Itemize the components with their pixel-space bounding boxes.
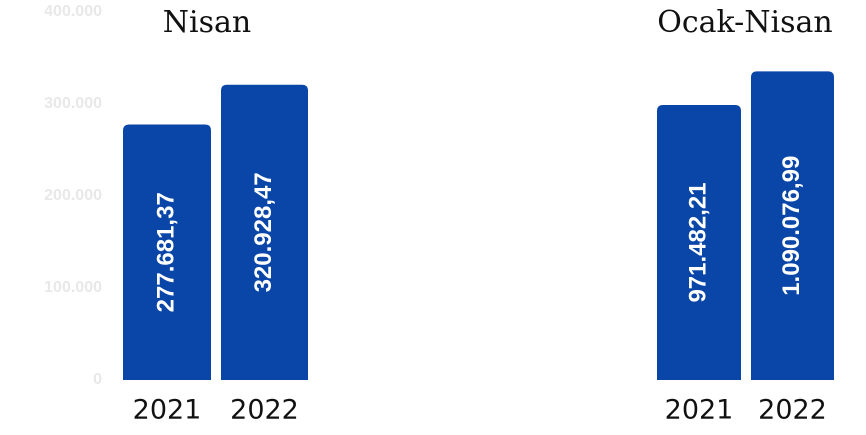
x-tick-label: 2021 <box>665 395 734 426</box>
bar <box>123 124 211 380</box>
value-label: 971.482,21 <box>684 182 711 302</box>
value-label: 1.090.076,99 <box>778 156 805 296</box>
y-tick-label: 200.000 <box>44 187 102 204</box>
y-tick-label: 0 <box>93 371 102 388</box>
chart-title: Nisan <box>163 5 251 40</box>
y-tick-label: 300.000 <box>44 95 102 112</box>
x-tick-label: 2022 <box>758 395 827 426</box>
y-tick-label: 400.000 <box>44 3 102 20</box>
x-tick-label: 2021 <box>133 395 202 426</box>
value-label: 320.928,47 <box>250 172 277 292</box>
value-label: 277.681,37 <box>152 192 179 312</box>
bar <box>751 71 834 380</box>
y-tick-label: 100.000 <box>44 279 102 296</box>
chart-title: Ocak-Nisan <box>657 5 833 40</box>
bar <box>657 104 741 381</box>
x-tick-label: 2022 <box>230 395 299 426</box>
bar <box>221 84 308 381</box>
